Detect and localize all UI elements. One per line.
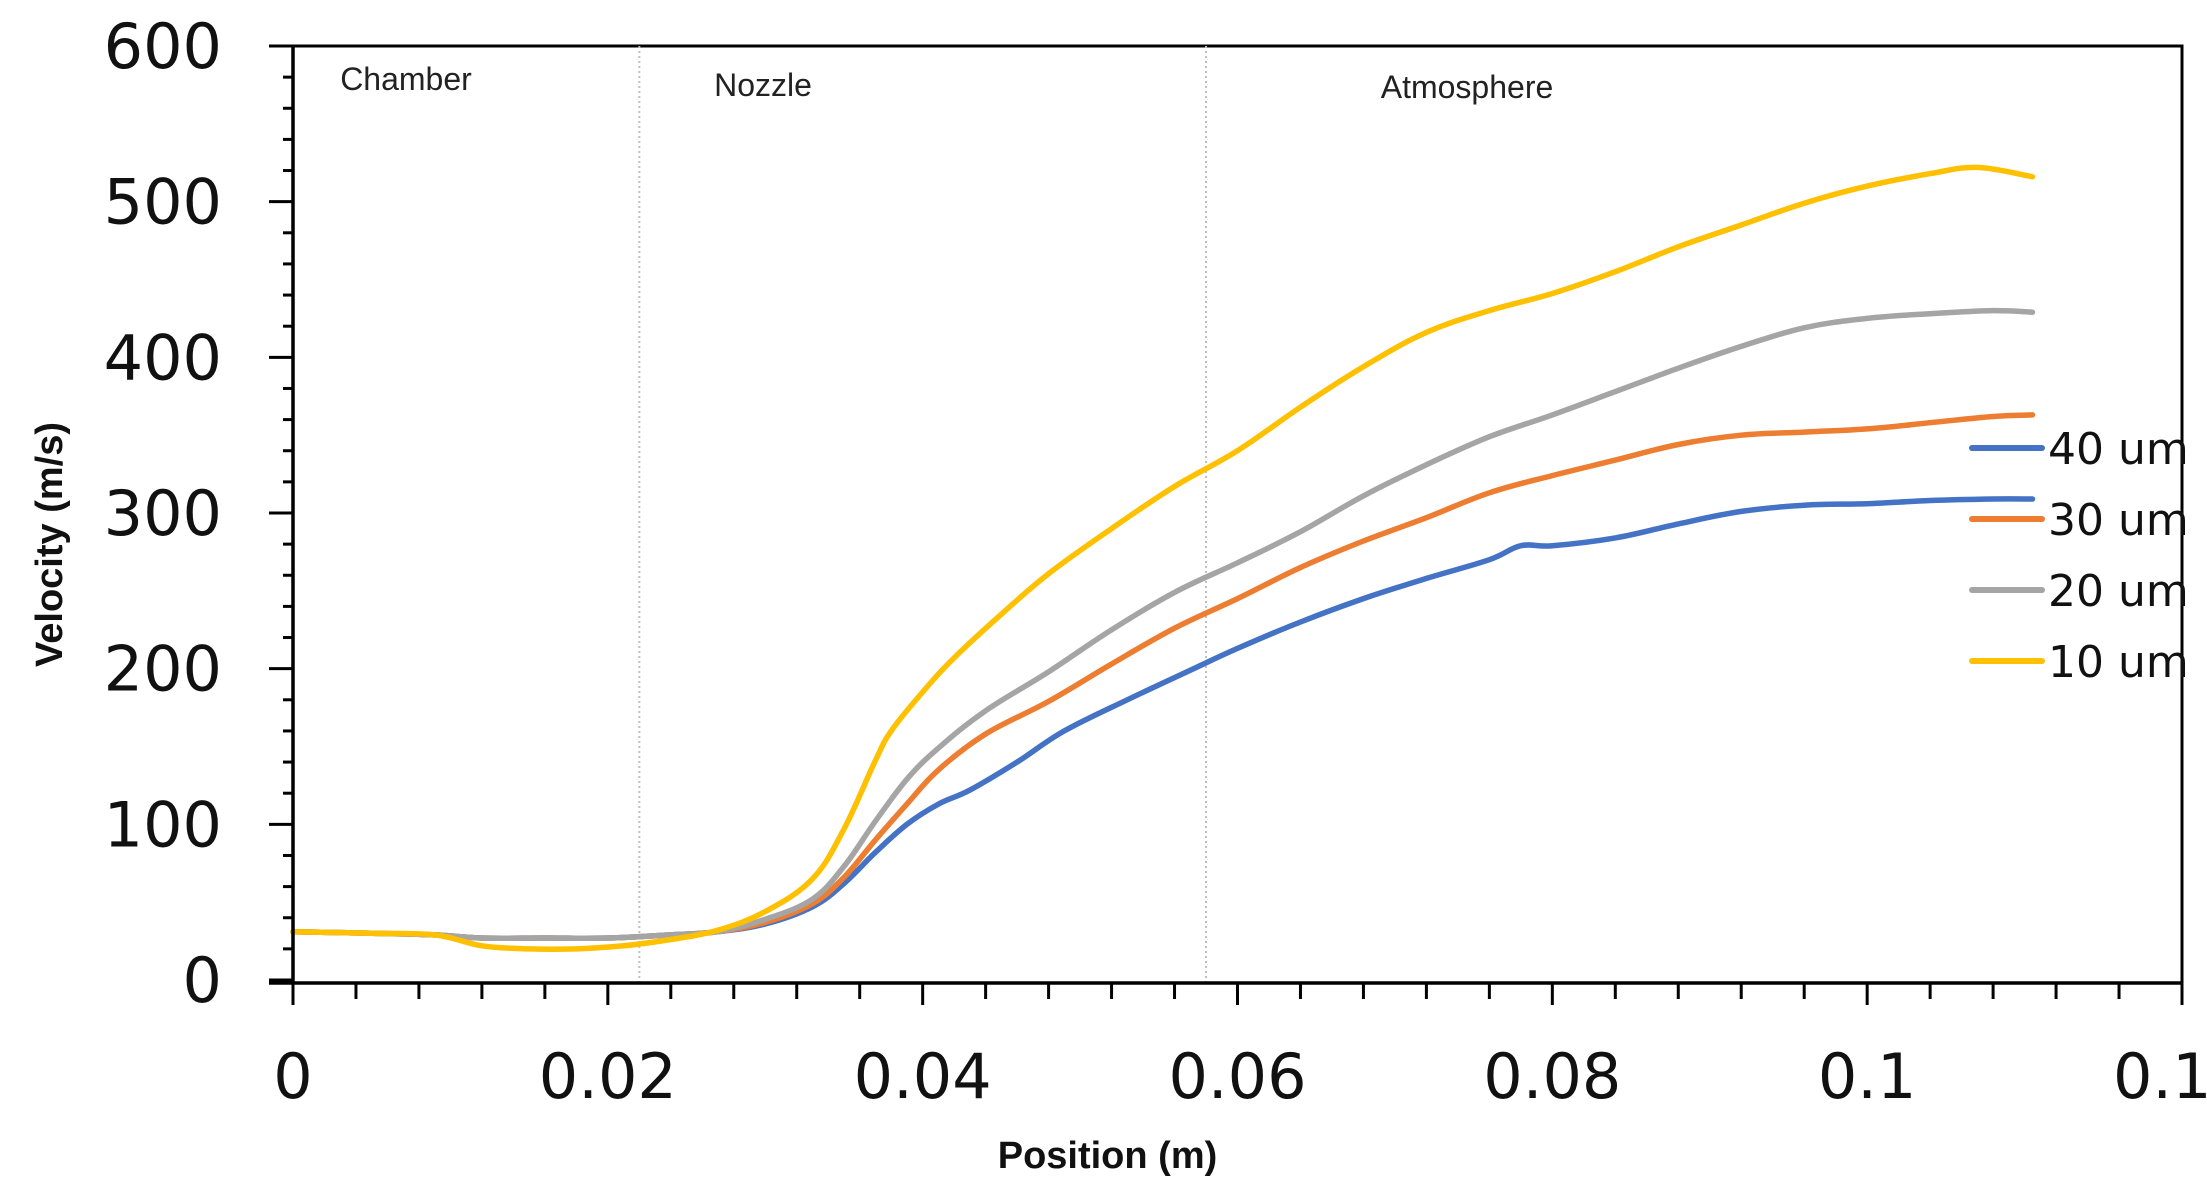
plot-frame: [293, 44, 2184, 983]
y-tick-label: 400: [104, 321, 222, 394]
legend-label: 40 um: [2048, 424, 2189, 475]
y-tick-label: 500: [104, 166, 222, 239]
x-tick-label: 0.06: [1168, 1040, 1306, 1113]
y-tick-label: 300: [104, 477, 222, 550]
x-tick-label: 0.04: [854, 1040, 992, 1113]
x-axis-title: Position (m): [998, 1135, 1218, 1177]
y-tick-label: 0: [183, 944, 222, 1017]
series-line-20-um: [290, 307, 2036, 941]
series-line-10-um: [290, 164, 2036, 953]
legend-label: 20 um: [2048, 566, 2189, 617]
x-tick-label: 0.08: [1483, 1040, 1621, 1113]
y-axis-title: Velocity (m/s): [29, 422, 71, 667]
region-label-nozzle: Nozzle: [714, 67, 812, 103]
legend-label: 30 um: [2048, 495, 2189, 546]
series-line-40-um: [290, 496, 2036, 941]
y-tick-label: 100: [104, 788, 222, 861]
x-tick-label: 0.02: [539, 1040, 677, 1113]
x-tick-label: 0: [273, 1040, 312, 1113]
x-tick-label: 0.1: [1818, 1040, 1917, 1113]
region-label-chamber: Chamber: [340, 61, 472, 97]
legend-label: 10 um: [2048, 637, 2189, 688]
y-tick-label: 600: [104, 10, 222, 83]
y-tick-label: 200: [104, 633, 222, 706]
x-tick-label: 0.12: [2113, 1040, 2207, 1113]
region-label-atmosphere: Atmosphere: [1381, 69, 1554, 105]
